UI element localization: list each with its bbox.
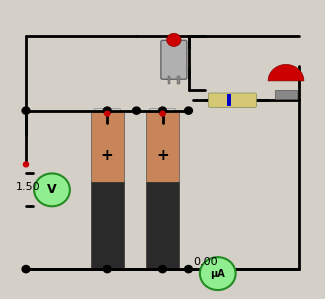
Text: 1.50: 1.50 [16, 182, 41, 192]
Circle shape [160, 111, 165, 116]
Circle shape [105, 111, 110, 116]
Circle shape [34, 173, 70, 206]
Circle shape [200, 257, 236, 290]
FancyBboxPatch shape [208, 93, 256, 107]
Circle shape [22, 107, 30, 114]
Circle shape [103, 107, 111, 114]
Wedge shape [268, 64, 304, 81]
Circle shape [159, 266, 166, 273]
Text: +: + [156, 147, 169, 162]
Circle shape [185, 266, 192, 273]
FancyBboxPatch shape [161, 40, 187, 79]
Circle shape [23, 162, 29, 167]
Circle shape [167, 33, 181, 46]
FancyBboxPatch shape [150, 109, 176, 113]
Text: 0.00: 0.00 [193, 257, 218, 267]
FancyBboxPatch shape [94, 109, 120, 113]
Bar [227, 94, 231, 106]
Circle shape [133, 107, 140, 114]
Text: V: V [47, 183, 57, 196]
Bar [275, 91, 297, 99]
Text: μA: μA [210, 269, 225, 279]
Bar [146, 111, 179, 182]
Bar [91, 111, 124, 182]
Bar [146, 182, 179, 269]
Text: +: + [101, 147, 114, 162]
Circle shape [185, 107, 192, 114]
Bar [168, 76, 170, 84]
Bar [91, 182, 124, 269]
Circle shape [159, 107, 166, 114]
Circle shape [103, 266, 111, 273]
Circle shape [22, 266, 30, 273]
Bar [177, 76, 180, 84]
